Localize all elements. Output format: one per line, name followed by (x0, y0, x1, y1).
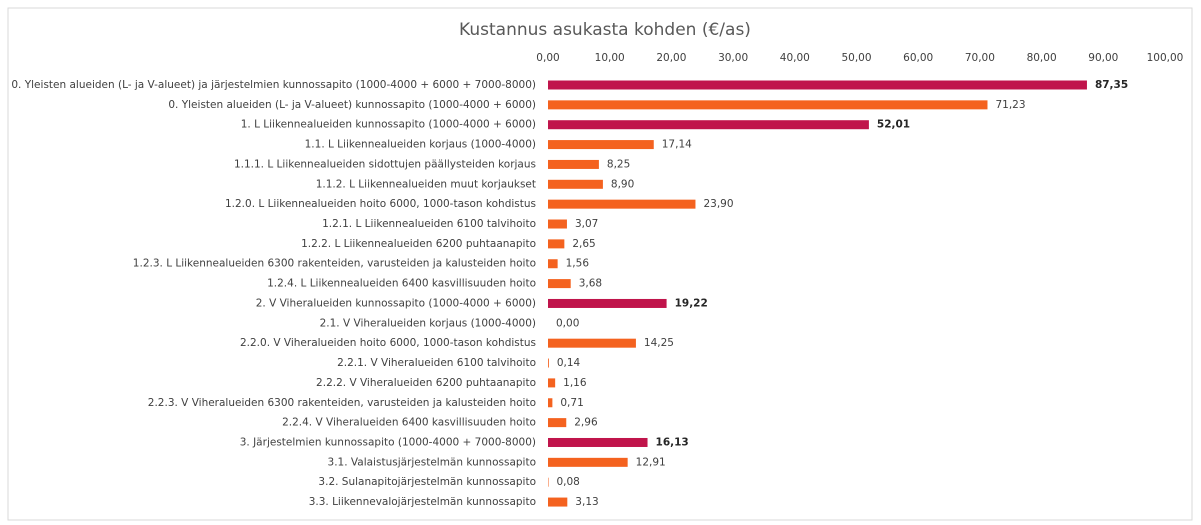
y-tick-label: 0. Yleisten alueiden (L- ja V-alueet) ja… (11, 79, 536, 91)
value-label: 8,90 (611, 178, 634, 190)
y-tick-label: 1.2.1. L Liikennealueiden 6100 talvihoit… (322, 218, 536, 230)
bar (548, 259, 558, 269)
bar (548, 298, 667, 308)
x-tick-label: 0,00 (536, 52, 559, 64)
value-label: 16,13 (656, 436, 689, 448)
y-tick-label: 1.2.3. L Liikennealueiden 6300 rakenteid… (133, 258, 536, 270)
value-label: 17,14 (662, 139, 692, 151)
x-tick-label: 50,00 (841, 52, 871, 64)
x-tick-label: 30,00 (718, 52, 748, 64)
value-label: 0,08 (556, 476, 579, 488)
bar (548, 497, 568, 507)
value-label: 19,22 (675, 297, 708, 309)
bar (548, 437, 648, 447)
y-tick-label: 1.2.2. L Liikennealueiden 6200 puhtaanap… (301, 238, 536, 250)
x-tick-label: 40,00 (780, 52, 810, 64)
value-label: 14,25 (644, 337, 674, 349)
y-tick-label: 1. L Liikennealueiden kunnossapito (1000… (241, 119, 536, 131)
y-tick-label: 2.2.1. V Viheralueiden 6100 talvihoito (337, 357, 536, 369)
y-tick-label: 2.1. V Viheralueiden korjaus (1000-4000) (320, 317, 536, 329)
y-tick-label: 1.1.2. L Liikennealueiden muut korjaukse… (316, 178, 536, 190)
x-tick-label: 10,00 (595, 52, 625, 64)
bar (548, 378, 556, 388)
x-tick-label: 70,00 (965, 52, 995, 64)
value-label: 0,14 (557, 357, 581, 369)
value-label: 23,90 (703, 198, 733, 210)
bar (548, 418, 567, 428)
chart-border (7, 7, 1193, 521)
x-tick-label: 60,00 (903, 52, 933, 64)
bar (548, 140, 654, 150)
bar (548, 159, 599, 169)
bar (548, 239, 565, 249)
value-label: 12,91 (636, 456, 666, 468)
value-label: 52,01 (877, 119, 910, 131)
y-tick-label: 1.1. L Liikennealueiden korjaus (1000-40… (305, 139, 536, 151)
x-tick-label: 80,00 (1027, 52, 1057, 64)
value-label: 0,71 (560, 397, 583, 409)
chart-title: Kustannus asukasta kohden (€/as) (459, 20, 751, 40)
value-label: 3,68 (579, 278, 602, 290)
value-label: 0,00 (556, 317, 579, 329)
y-tick-label: 2.2.2. V Viheralueiden 6200 puhtaanapito (316, 377, 536, 389)
value-label: 2,65 (572, 238, 595, 250)
value-label: 3,07 (575, 218, 598, 230)
bar (548, 199, 696, 209)
y-tick-label: 2.2.4. V Viheralueiden 6400 kasvillisuud… (282, 417, 536, 429)
y-tick-label: 1.1.1. L Liikennealueiden sidottujen pää… (234, 158, 536, 170)
value-label: 87,35 (1095, 79, 1128, 91)
x-tick-label: 100,00 (1147, 52, 1184, 64)
value-label: 2,96 (574, 417, 598, 429)
bar (548, 457, 628, 467)
bar (548, 80, 1087, 90)
y-tick-label: 2.2.0. V Viheralueiden hoito 6000, 1000-… (240, 337, 536, 349)
y-tick-label: 3.3. Liikennevalojärjestelmän kunnossapi… (309, 496, 536, 508)
y-tick-label: 3.1. Valaistusjärjestelmän kunnossapito (328, 456, 536, 468)
value-label: 1,56 (566, 258, 590, 270)
x-tick-label: 20,00 (656, 52, 686, 64)
bar (548, 100, 988, 110)
x-tick-label: 90,00 (1088, 52, 1118, 64)
bar (548, 120, 869, 130)
y-tick-label: 2. V Viheralueiden kunnossapito (1000-40… (256, 297, 536, 309)
bar (548, 279, 571, 289)
y-tick-label: 1.2.0. L Liikennealueiden hoito 6000, 10… (225, 198, 536, 210)
value-label: 1,16 (563, 377, 587, 389)
value-label: 3,13 (575, 496, 598, 508)
bar (548, 179, 603, 189)
y-tick-label: 2.2.3. V Viheralueiden 6300 rakenteiden,… (148, 397, 536, 409)
y-tick-label: 0. Yleisten alueiden (L- ja V-alueet) ku… (168, 99, 536, 111)
y-tick-label: 3.2. Sulanapitojärjestelmän kunnossapito (318, 476, 536, 488)
value-label: 8,25 (607, 158, 630, 170)
y-tick-label: 3. Järjestelmien kunnossapito (1000-4000… (240, 436, 536, 448)
bar (548, 219, 567, 229)
bar (548, 398, 553, 408)
bar (548, 338, 636, 348)
y-tick-label: 1.2.4. L Liikennealueiden 6400 kasvillis… (267, 278, 536, 290)
value-label: 71,23 (995, 99, 1025, 111)
bar (548, 358, 549, 368)
